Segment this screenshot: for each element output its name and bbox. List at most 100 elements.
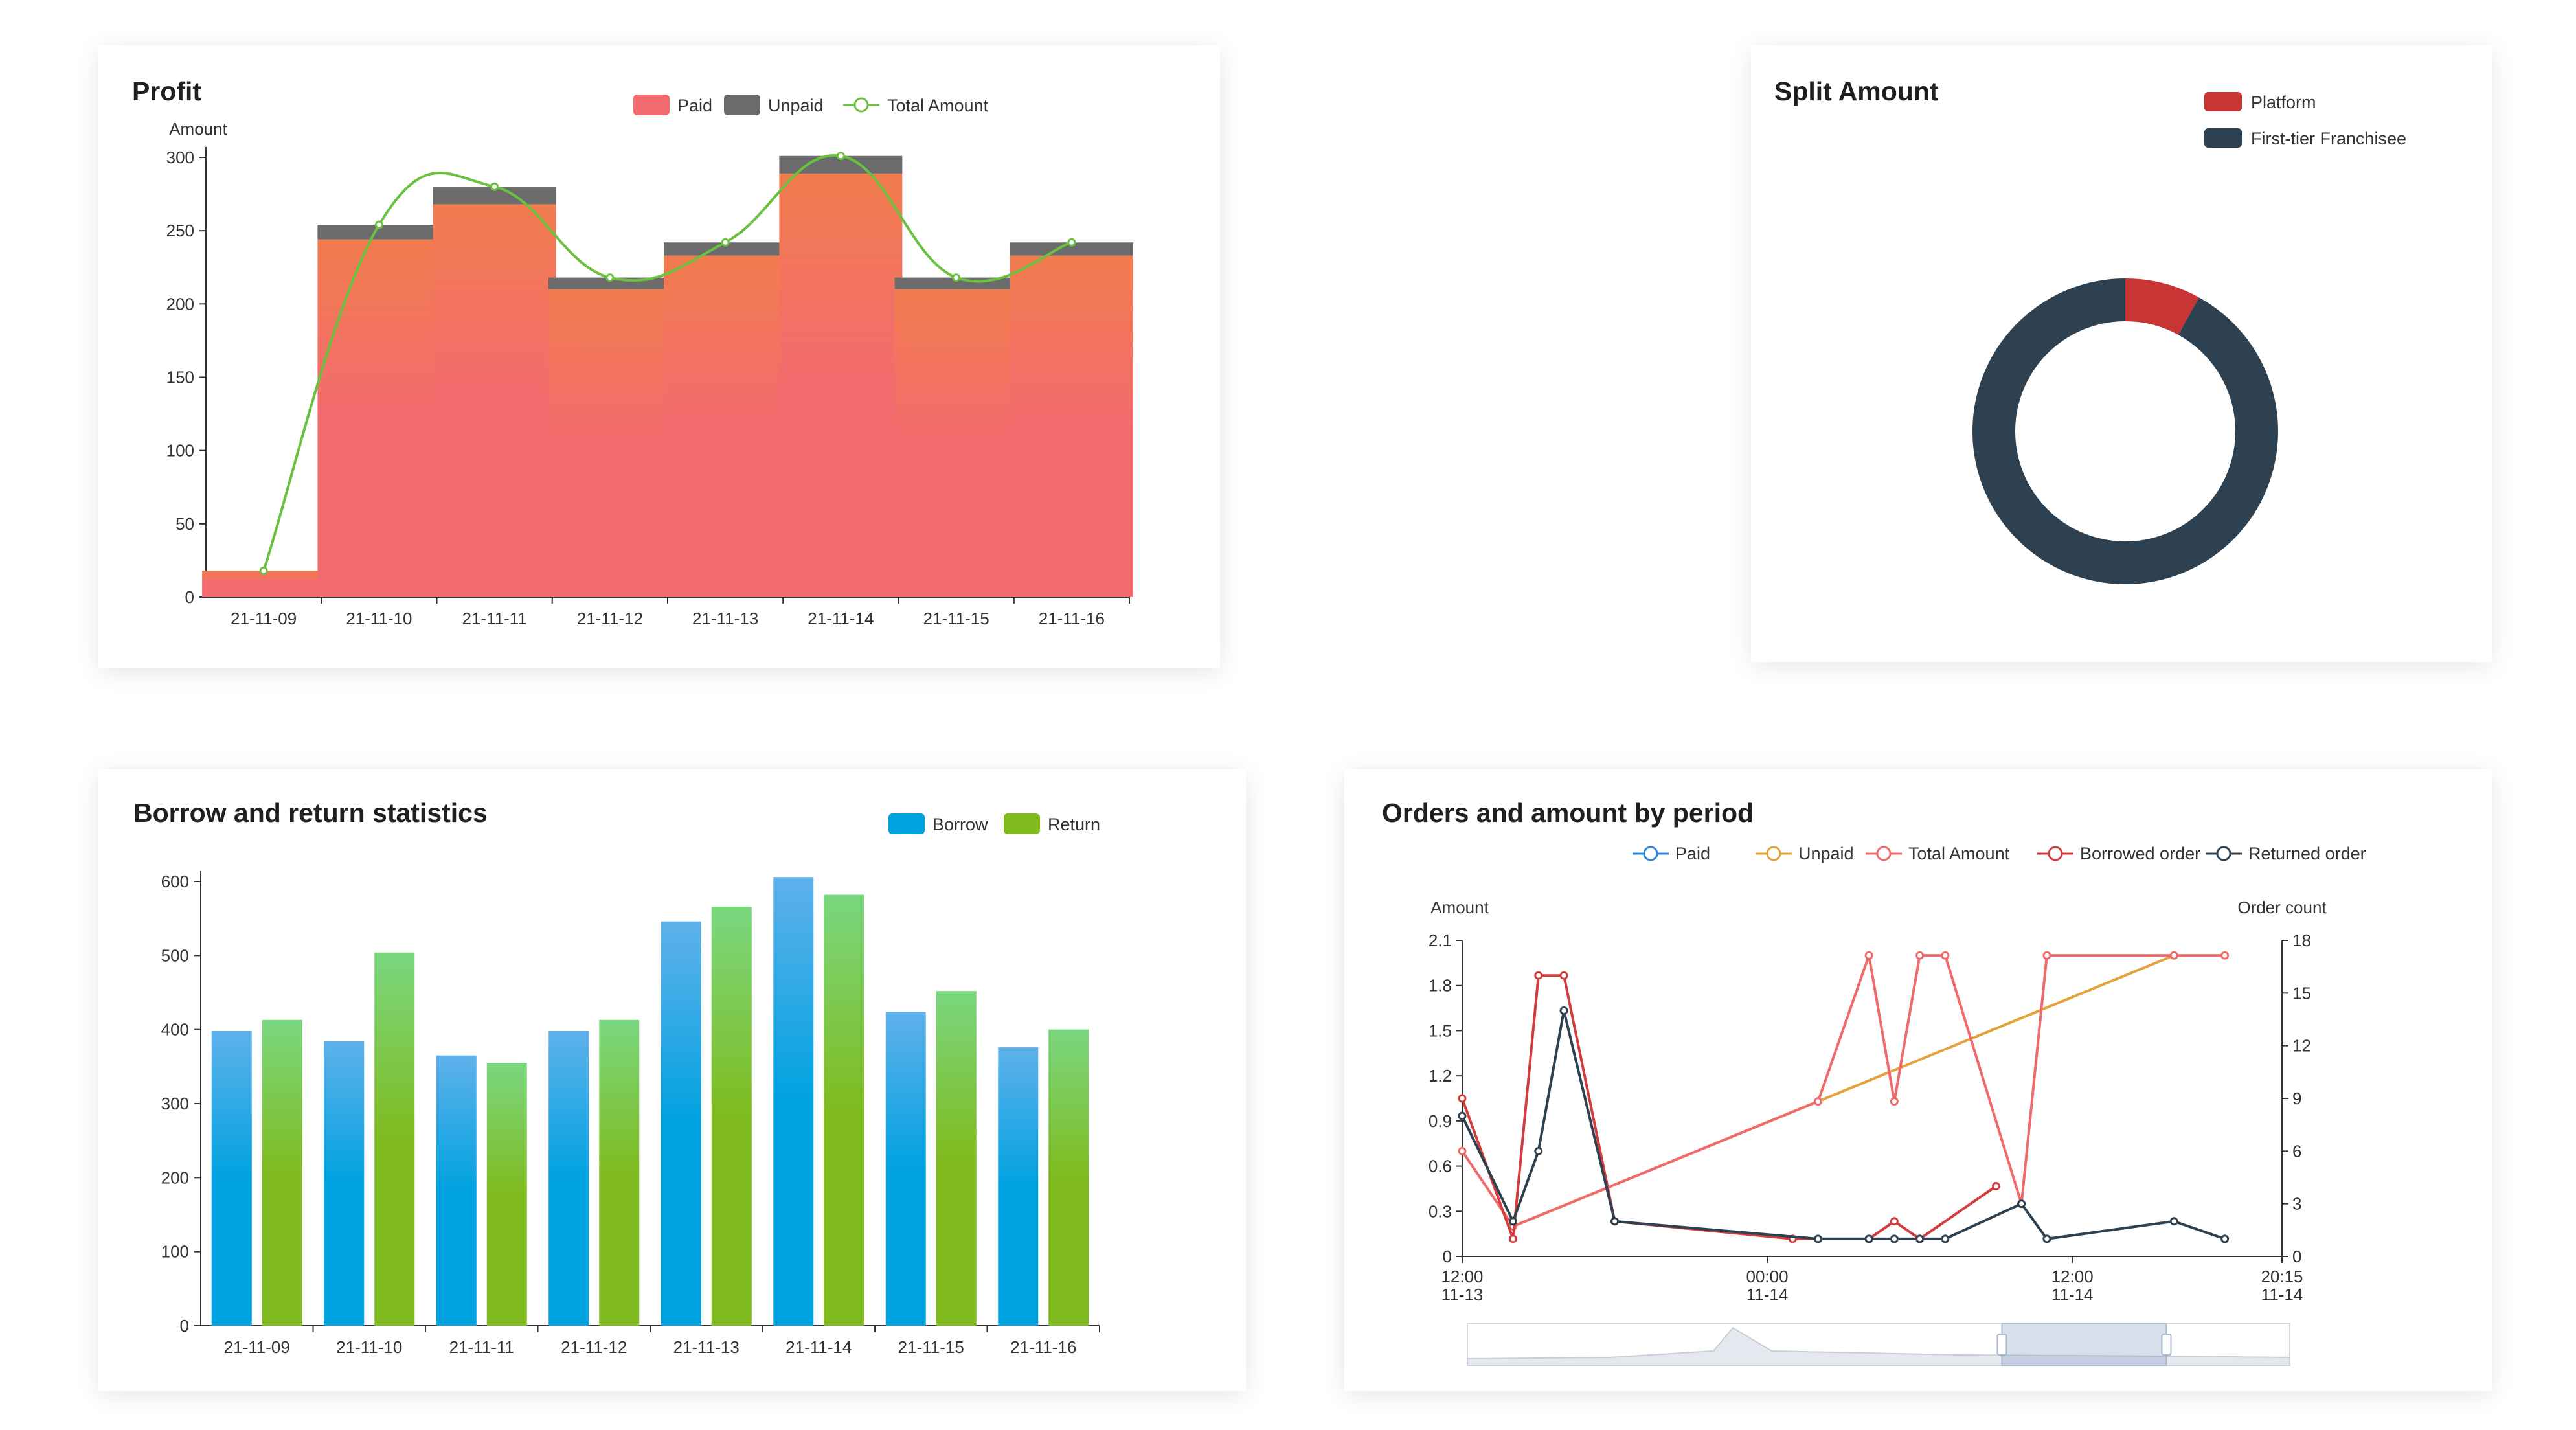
return-bar[interactable] [599,1019,640,1326]
data-zoom-window[interactable] [2001,1323,2167,1366]
returned-order-point[interactable] [1864,1234,1873,1243]
total-amount-point[interactable] [1864,951,1873,960]
borrow-bar[interactable] [661,921,701,1326]
total-amount-point[interactable] [374,220,383,229]
orders-legend-marker[interactable] [1766,846,1781,861]
total-amount-point[interactable] [2169,951,2178,960]
profit-legend-label[interactable]: Paid [677,96,712,115]
profit-x-tick-label: 21-11-11 [462,609,527,628]
split-legend-label[interactable]: Platform [2251,93,2316,112]
return-bar[interactable] [1048,1029,1089,1326]
total-amount-point[interactable] [490,182,499,191]
borrow-x-tick-label: 21-11-13 [673,1337,740,1357]
profit-legend-label[interactable]: Unpaid [768,96,824,115]
return-bar[interactable] [936,991,977,1326]
paid-bar[interactable] [1010,255,1133,598]
returned-order-point[interactable] [2220,1234,2230,1243]
return-bar[interactable] [711,906,752,1326]
borrowed-order-line[interactable] [1461,974,1997,1241]
total-amount-point[interactable] [1458,1146,1467,1155]
profit-legend-label[interactable]: Total Amount [887,96,989,115]
borrow-bar[interactable] [998,1047,1039,1326]
total-amount-point[interactable] [836,152,845,161]
paid-bar[interactable] [433,204,556,598]
returned-order-point[interactable] [1915,1234,1925,1243]
split-legend-swatch[interactable] [2204,92,2242,111]
return-bar[interactable] [824,894,864,1326]
returned-order-point[interactable] [2017,1199,2026,1209]
donut-slice-franchisee[interactable] [1972,278,2278,584]
data-zoom-end-handle[interactable] [2161,1334,2172,1356]
orders-legend-label[interactable]: Unpaid [1798,844,1854,863]
return-bar[interactable] [374,952,415,1326]
borrowed-order-point[interactable] [1534,971,1543,980]
total-amount-point[interactable] [605,273,615,282]
orders-legend-label[interactable]: Total Amount [1908,844,2010,863]
returned-order-line[interactable] [1461,1010,2226,1241]
returned-order-point[interactable] [1941,1234,1950,1243]
borrow-bar[interactable] [211,1030,252,1326]
unpaid-bar[interactable] [317,225,441,240]
orders-x-tick-date: 11-14 [2051,1285,2094,1304]
return-bar[interactable] [486,1063,527,1326]
returned-order-point[interactable] [2169,1217,2178,1226]
total-amount-point[interactable] [1067,238,1076,247]
paid-bar[interactable] [548,289,672,597]
orders-legend-label[interactable]: Paid [1675,844,1710,863]
total-amount-point[interactable] [1890,1097,1899,1106]
profit-legend-swatch[interactable] [724,95,760,115]
borrowed-order-point[interactable] [1458,1094,1467,1103]
returned-order-point[interactable] [1559,1006,1568,1015]
paid-bar[interactable] [664,255,787,598]
profit-legend-swatch[interactable] [633,95,670,115]
borrow-legend-swatch[interactable] [1004,813,1040,834]
returned-order-point[interactable] [1458,1111,1467,1120]
profit-legend-marker[interactable] [853,97,869,113]
total-amount-point[interactable] [1814,1097,1823,1106]
total-amount-point[interactable] [2042,951,2051,960]
data-zoom-start-handle[interactable] [1996,1334,2007,1356]
returned-order-point[interactable] [1610,1217,1620,1226]
borrowed-order-point[interactable] [1991,1182,2000,1191]
total-amount-point[interactable] [259,566,268,575]
returned-order-point[interactable] [1814,1234,1823,1243]
orders-legend-marker[interactable] [1643,846,1658,861]
unpaid-bar[interactable] [1010,242,1133,256]
borrow-bar[interactable] [773,877,814,1326]
returned-order-point[interactable] [1534,1146,1543,1155]
unpaid-bar[interactable] [664,242,787,256]
donut-slice-platform[interactable] [2125,278,2199,335]
split-legend-label[interactable]: First-tier Franchisee [2251,129,2406,148]
total-amount-point[interactable] [2220,951,2230,960]
paid-bar[interactable] [779,173,903,597]
split-legend-swatch[interactable] [2204,128,2242,148]
total-amount-point[interactable] [952,273,961,282]
orders-legend-marker[interactable] [2216,846,2231,861]
paid-bar[interactable] [317,239,441,597]
total-amount-point[interactable] [1941,951,1950,960]
orders-legend-marker[interactable] [1876,846,1892,861]
paid-bar[interactable] [202,571,326,597]
borrowed-order-point[interactable] [1890,1217,1899,1226]
returned-order-point[interactable] [1890,1234,1899,1243]
return-bar[interactable] [262,1019,302,1326]
borrow-bar[interactable] [324,1041,365,1326]
borrow-legend-label[interactable]: Borrow [932,815,988,834]
returned-order-point[interactable] [1509,1217,1518,1226]
borrow-bar[interactable] [548,1030,589,1326]
returned-order-point[interactable] [2042,1234,2051,1243]
borrow-bar[interactable] [885,1012,926,1326]
borrowed-order-point[interactable] [1559,971,1568,980]
orders-legend-label[interactable]: Returned order [2248,844,2366,863]
total-amount-point[interactable] [1915,951,1925,960]
borrow-legend-swatch[interactable] [888,813,925,834]
borrow-y-tick-label: 200 [161,1168,189,1187]
total-amount-point[interactable] [721,238,730,247]
borrow-bar[interactable] [436,1055,477,1326]
paid-bar[interactable] [894,289,1018,597]
orders-legend-label[interactable]: Borrowed order [2080,844,2200,863]
total-amount-line[interactable] [262,154,1072,571]
borrow-legend-label[interactable]: Return [1048,815,1100,834]
borrowed-order-point[interactable] [1509,1234,1518,1243]
orders-legend-marker[interactable] [2048,846,2063,861]
